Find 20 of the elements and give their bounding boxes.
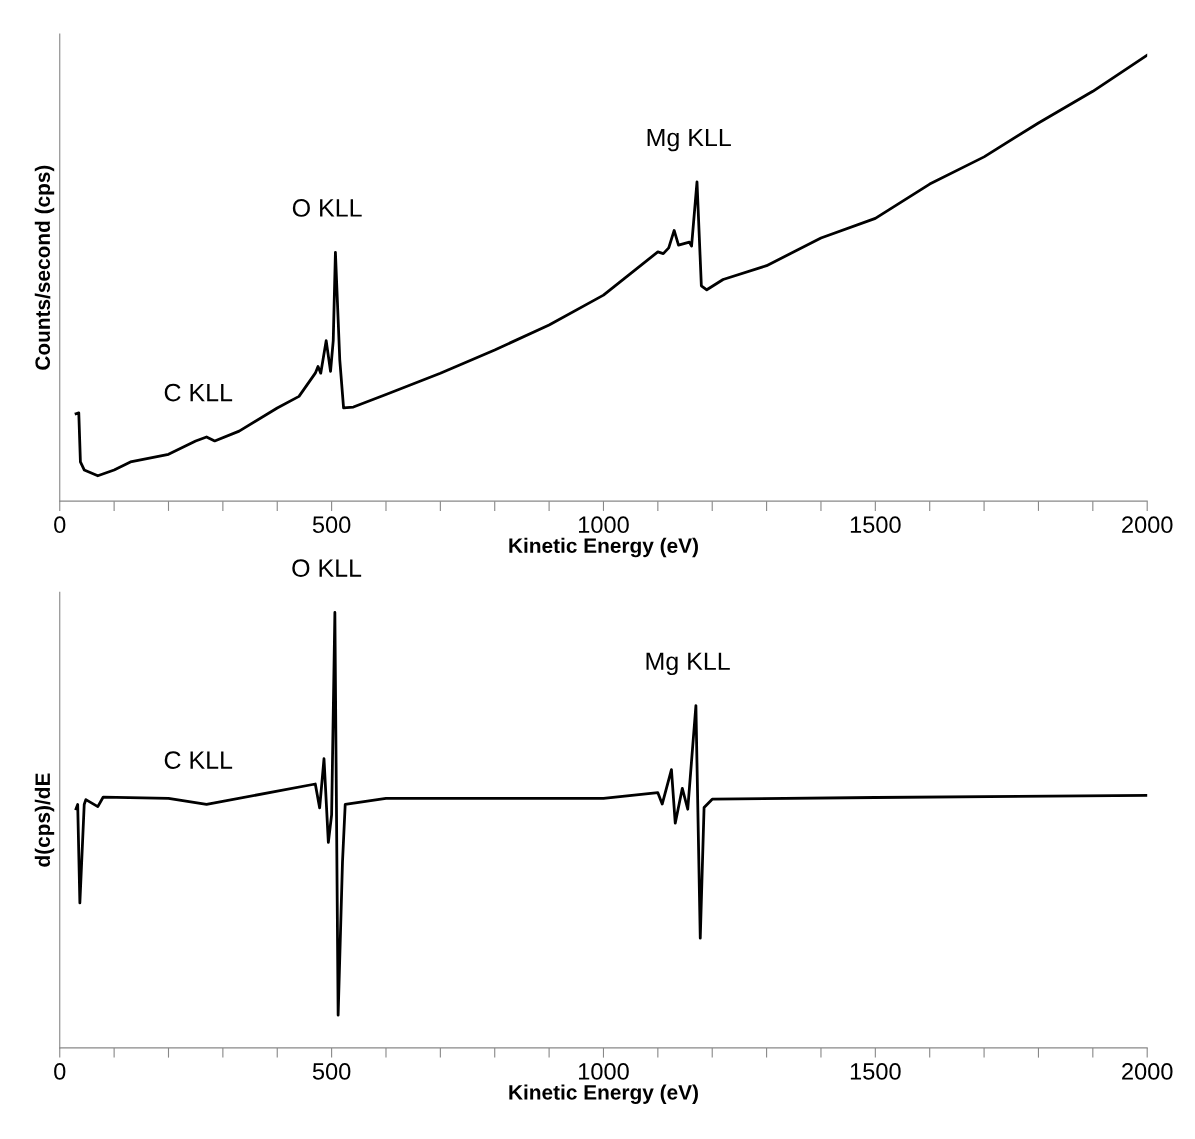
x-tick-label: 0 bbox=[54, 516, 66, 534]
annotation: Mg KLL bbox=[646, 652, 730, 676]
x-tick-label: 500 bbox=[312, 1063, 351, 1080]
annotation: O KLL bbox=[292, 199, 362, 217]
y-axis-title: d(cps)/dE bbox=[34, 773, 55, 867]
x-axis-title: Kinetic Energy (eV) bbox=[509, 537, 698, 558]
x-tick-label: 1500 bbox=[850, 516, 901, 534]
x-tick-label: 2000 bbox=[1122, 516, 1173, 534]
x-tick-label: 1500 bbox=[850, 1063, 901, 1080]
annotation: C KLL bbox=[164, 383, 233, 402]
x-tick-label: 1000 bbox=[579, 1063, 629, 1080]
y-axis-title: Counts/second (cps) bbox=[34, 165, 55, 370]
x-tick-label: 1000 bbox=[579, 516, 629, 534]
x-tick-label: 0 bbox=[54, 1063, 66, 1080]
x-axis-title: Kinetic Energy (eV) bbox=[509, 1084, 698, 1104]
annotation: O KLL bbox=[292, 559, 362, 577]
annotation: Mg KLL bbox=[647, 128, 731, 152]
x-tick-label: 500 bbox=[312, 516, 351, 534]
annotation: C KLL bbox=[164, 751, 233, 769]
x-tick-label: 2000 bbox=[1122, 1063, 1173, 1080]
